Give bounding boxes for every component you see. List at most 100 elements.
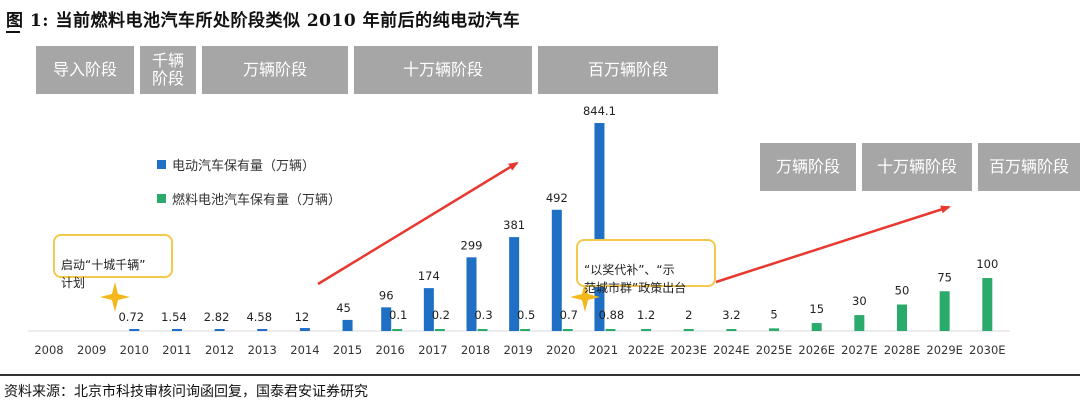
legend-label-ev: 电动汽车保有量（万辆） — [172, 159, 316, 174]
x-tick-label: 2013 — [248, 343, 277, 357]
x-tick-label: 2010 — [120, 343, 149, 357]
bar-fcv — [854, 315, 865, 331]
stage-box-hundred-thousand: 十万辆阶段 — [354, 46, 532, 94]
stage-label: 十万辆阶段 — [876, 156, 957, 176]
x-tick-label: 2022E — [628, 343, 665, 357]
data-label-ev: 0.72 — [118, 310, 144, 324]
x-tick-label: 2020 — [546, 343, 575, 357]
x-tick-label: 2030E — [969, 343, 1006, 357]
data-label-fcv: 2 — [685, 308, 692, 322]
callout-ten-cities: 启动“十城千辆” 计划 — [53, 234, 173, 290]
bar-ev — [214, 329, 225, 331]
legend-item-fcv: 燃料电池汽车保有量（万辆） — [157, 189, 341, 208]
data-label-fcv: 0.2 — [432, 308, 450, 322]
data-label-fcv: 15 — [809, 302, 824, 316]
stage-label: 导入阶段 — [52, 59, 117, 79]
bar-ev — [509, 237, 520, 331]
x-tick-label: 2016 — [376, 343, 405, 357]
bar-fcv — [477, 329, 488, 331]
x-tick-label: 2023E — [670, 343, 707, 357]
bar-ev — [423, 288, 434, 331]
bar-ev — [257, 329, 268, 331]
callout-text: “以奖代补”、“示 范城市群”政策出台 — [584, 263, 687, 295]
bar-ev — [299, 328, 310, 331]
data-label-fcv: 0.3 — [474, 308, 492, 322]
trend-arrow-fcv — [715, 205, 951, 284]
data-label-ev: 4.58 — [246, 310, 272, 324]
title-underline — [6, 31, 20, 33]
data-label-fcv: 0.7 — [560, 308, 578, 322]
bar-fcv — [434, 329, 445, 331]
bar-fcv — [939, 291, 950, 331]
stage-box-intro: 导入阶段 — [36, 46, 134, 94]
x-tick-label: 2012 — [205, 343, 234, 357]
data-label-ev: 45 — [336, 301, 351, 315]
callout-subsidy-policy: “以奖代补”、“示 范城市群”政策出台 — [576, 239, 716, 295]
bar-fcv — [605, 329, 616, 331]
legend-swatch-fcv — [157, 194, 166, 203]
data-label-fcv: 100 — [976, 257, 998, 271]
bar-ev — [381, 307, 392, 331]
trend-arrow-ev — [317, 161, 519, 286]
x-tick-label: 2019 — [504, 343, 533, 357]
legend-label-fcv: 燃料电池汽车保有量（万辆） — [172, 193, 342, 208]
bar-ev — [594, 123, 605, 331]
data-label-ev: 174 — [418, 269, 440, 283]
bar-fcv — [811, 323, 822, 331]
data-label-ev: 1.54 — [161, 310, 187, 324]
data-label-ev: 96 — [379, 288, 394, 302]
x-tick-label: 2015 — [333, 343, 362, 357]
x-tick-label: 2018 — [461, 343, 490, 357]
bar-fcv — [683, 329, 694, 331]
data-label-ev: 492 — [546, 191, 568, 205]
figure-title: 图 1: 当前燃料电池汽车所处阶段类似 2010 年前后的纯电动汽车 — [6, 11, 521, 31]
data-label-fcv: 75 — [937, 270, 952, 284]
x-tick-label: 2028E — [884, 343, 921, 357]
stage-box-ten-thousand: 万辆阶段 — [202, 46, 348, 94]
data-label-ev: 12 — [295, 310, 310, 324]
data-label-fcv: 0.5 — [517, 308, 535, 322]
x-tick-label: 2009 — [77, 343, 106, 357]
data-label-fcv: 50 — [895, 284, 910, 298]
stage-box-right-hundred-thousand: 十万辆阶段 — [862, 143, 972, 191]
bar-fcv — [897, 304, 907, 331]
stage-label: 万辆阶段 — [775, 156, 840, 176]
bar-fcv — [982, 278, 993, 331]
bar-ev — [551, 209, 562, 331]
source-divider — [0, 374, 1080, 376]
bar-fcv — [392, 329, 403, 331]
legend-item-ev: 电动汽车保有量（万辆） — [157, 155, 315, 174]
bar-fcv — [641, 329, 652, 331]
star-icon — [570, 282, 600, 312]
x-tick-label: 2027E — [841, 343, 878, 357]
data-label-fcv: 0.88 — [599, 308, 625, 322]
bar-fcv — [726, 329, 737, 331]
data-label-ev: 2.82 — [204, 310, 230, 324]
bar-fcv — [562, 329, 573, 331]
stage-box-right-million: 百万辆阶段 — [978, 143, 1080, 191]
x-tick-label: 2008 — [34, 343, 63, 357]
data-label-fcv: 5 — [770, 307, 777, 321]
stage-box-million: 百万辆阶段 — [538, 46, 718, 94]
x-tick-label: 2017 — [418, 343, 447, 357]
star-icon — [100, 282, 130, 312]
data-label-ev: 299 — [461, 238, 483, 252]
bar-ev — [342, 319, 353, 331]
x-tick-label: 2029E — [926, 343, 963, 357]
data-label-ev: 381 — [503, 218, 525, 232]
data-label-fcv: 3.2 — [722, 308, 740, 322]
stage-label: 千辆 阶段 — [151, 50, 184, 88]
source-note: 资料来源：北京市科技审核问询函回复，国泰君安证券研究 — [4, 384, 368, 400]
bar-fcv — [769, 328, 780, 331]
x-tick-label: 2024E — [713, 343, 750, 357]
legend-swatch-ev — [157, 160, 166, 169]
stage-label: 百万辆阶段 — [988, 156, 1069, 176]
bar-ev — [171, 329, 182, 331]
stage-label: 十万辆阶段 — [402, 59, 483, 79]
x-tick-label: 2025E — [756, 343, 793, 357]
x-tick-label: 2026E — [798, 343, 835, 357]
callout-text: 启动“十城千辆” 计划 — [61, 258, 146, 290]
x-tick-label: 2014 — [290, 343, 319, 357]
x-tick-label: 2011 — [162, 343, 191, 357]
